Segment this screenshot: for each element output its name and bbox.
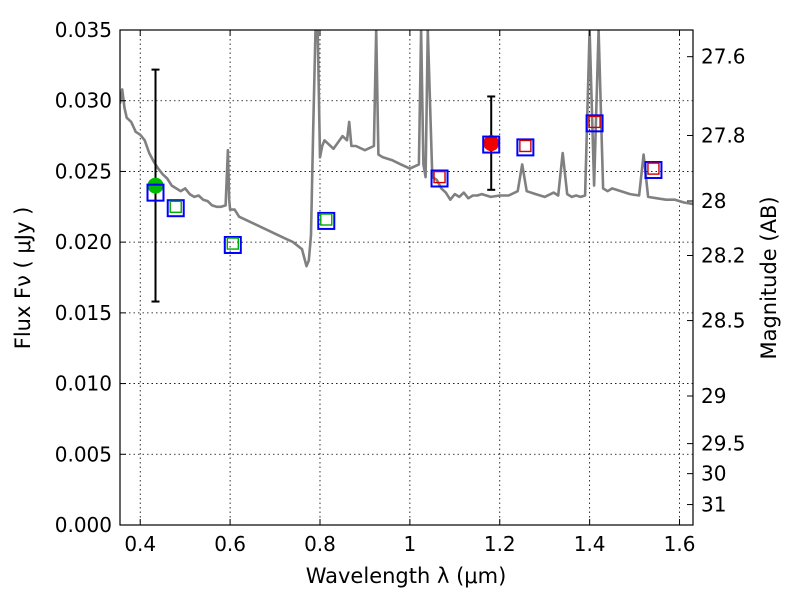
x-tick-label: 0.8 <box>304 532 336 556</box>
x-axis-title: Wavelength λ (μm) <box>306 564 507 588</box>
axes: 0.4 0.6 0.8 1 1.2 1.4 1.6 0.000 0.005 0.010 0.015 0… <box>55 18 746 556</box>
x-tick-label: 0.4 <box>124 532 156 556</box>
mag-tick-label: 28.5 <box>701 309 746 333</box>
mag-tick-label: 27.8 <box>701 123 746 147</box>
nir-model-square <box>433 170 446 184</box>
red-point <box>483 135 500 152</box>
nir-model-square <box>588 115 601 129</box>
y-tick-label: 0.025 <box>55 159 112 183</box>
y2-axis-title: Magnitude (AB) <box>757 196 781 359</box>
y-tick-label: 0.015 <box>55 301 112 325</box>
nir-model-square <box>519 139 532 153</box>
points-layer <box>146 68 663 303</box>
y-tick-label: 0.030 <box>55 89 112 113</box>
observed-square <box>430 169 449 188</box>
x-tick-label: 1.4 <box>574 532 606 556</box>
model-spectrum-line <box>120 30 693 268</box>
optical-model-square <box>169 200 182 213</box>
y-tick-label: 0.010 <box>55 372 112 396</box>
plot-background <box>120 30 693 525</box>
mag-tick-label: 29 <box>701 384 726 408</box>
y-axis-title: Flux Fν ( μJy ) <box>11 207 35 350</box>
y-tick-label: 0.035 <box>55 18 112 42</box>
x-tick-label: 1 <box>404 532 417 556</box>
optical-model-square <box>226 237 240 250</box>
observed-square <box>516 138 535 157</box>
mag-tick-label: 30 <box>701 462 726 486</box>
y-tick-label: 0.020 <box>55 230 112 254</box>
observed-square <box>482 135 501 154</box>
observed-square <box>166 199 185 218</box>
x-tick-label: 1.2 <box>484 532 516 556</box>
mag-tick-label: 29.5 <box>701 432 746 456</box>
x-tick-label: 0.6 <box>214 532 246 556</box>
y-tick-label: 0.005 <box>55 442 112 466</box>
nir-model-square <box>647 162 660 175</box>
optical-model-square <box>320 213 333 226</box>
observed-square <box>644 161 663 180</box>
mag-tick-label: 28 <box>701 189 726 213</box>
observed-square <box>317 211 336 230</box>
mag-tick-label: 27.6 <box>701 45 746 69</box>
x-tick-label: 1.6 <box>664 532 696 556</box>
series-layer <box>120 30 693 268</box>
observed-square <box>146 183 165 202</box>
plot-frame <box>119 29 694 526</box>
y-tick-label: 0.000 <box>55 513 112 537</box>
mag-tick-label: 28.2 <box>701 244 746 268</box>
observed-square <box>585 114 604 133</box>
observed-square <box>223 235 242 254</box>
mag-tick-label: 31 <box>701 493 726 517</box>
